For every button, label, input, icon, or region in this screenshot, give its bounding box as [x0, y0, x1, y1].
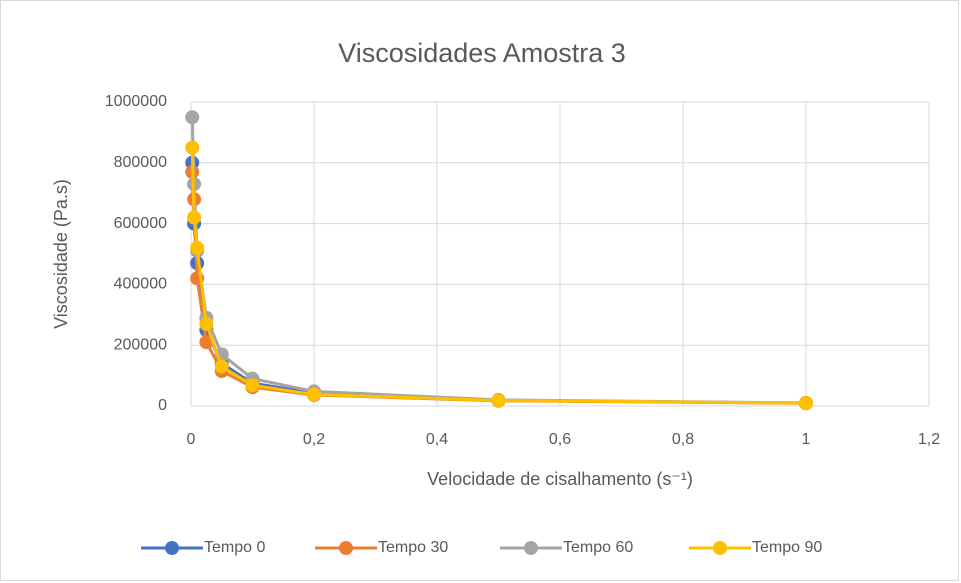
x-tick-label: 1,2 — [918, 431, 940, 448]
legend-label: Tempo 60 — [563, 539, 633, 556]
data-point — [185, 110, 200, 125]
y-axis-label: Viscosidade (Pa.s) — [51, 179, 71, 329]
x-tick-label: 0,6 — [549, 431, 571, 448]
legend-marker — [524, 541, 538, 555]
data-point — [307, 387, 321, 402]
legend-label: Tempo 90 — [752, 539, 822, 556]
data-point — [491, 393, 506, 408]
legend-label: Tempo 30 — [378, 539, 448, 556]
data-point — [799, 396, 813, 411]
data-point — [185, 140, 200, 155]
data-point — [190, 240, 205, 255]
x-tick-label: 1 — [802, 431, 811, 448]
data-point — [245, 378, 260, 393]
x-tick-label: 0,2 — [303, 431, 325, 448]
y-tick-label: 0 — [158, 397, 167, 414]
x-axis-label: Velocidade de cisalhamento (s⁻¹) — [427, 469, 693, 489]
data-point — [187, 210, 202, 225]
x-tick-label: 0,4 — [426, 431, 448, 448]
y-tick-label: 800000 — [114, 154, 167, 171]
x-tick-label: 0,8 — [672, 431, 694, 448]
y-tick-label: 600000 — [114, 215, 167, 232]
x-tick-label: 0 — [187, 431, 196, 448]
legend-marker — [165, 541, 179, 555]
y-tick-label: 400000 — [114, 276, 167, 293]
data-point — [214, 359, 229, 374]
data-point — [199, 335, 214, 350]
legend-marker — [339, 541, 353, 555]
legend-label: Tempo 0 — [204, 539, 265, 556]
legend-marker — [713, 541, 727, 555]
chart-title: Viscosidades Amostra 3 — [338, 38, 626, 68]
y-tick-label: 1000000 — [105, 93, 167, 110]
y-tick-label: 200000 — [114, 336, 167, 353]
data-point — [199, 316, 214, 331]
